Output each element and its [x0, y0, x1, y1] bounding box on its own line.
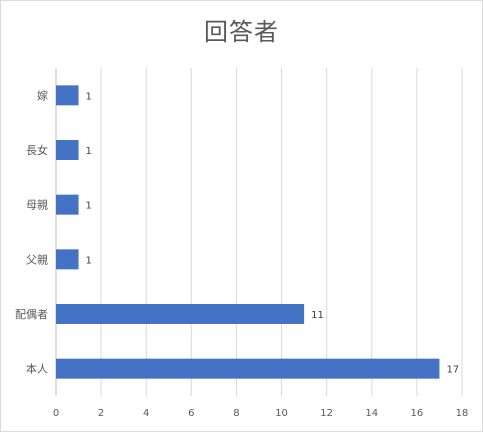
data-label: 1	[86, 201, 92, 212]
data-label: 1	[86, 91, 92, 102]
bar	[56, 194, 79, 215]
category-label: 長女	[26, 143, 48, 157]
labels: 0 2 4 6 8 10 12 14 16 18 嫁 1 長女 1 母親 1 父親 1 配偶者 11 本人 17	[15, 88, 468, 419]
category-label: 配偶者	[15, 308, 48, 321]
data-label: 1	[86, 146, 92, 157]
x-tick-label: 0	[53, 408, 59, 419]
bar	[56, 358, 440, 379]
bar	[56, 85, 79, 106]
category-label: 嫁	[37, 88, 48, 102]
data-label: 11	[311, 310, 324, 321]
x-tick-label: 6	[188, 408, 194, 419]
bar	[56, 304, 305, 324]
x-tick-label: 18	[456, 408, 469, 419]
bars	[56, 85, 440, 379]
x-tick-label: 12	[320, 408, 333, 419]
data-label: 17	[446, 365, 459, 376]
x-tick-label: 10	[275, 408, 288, 419]
x-tick-label: 2	[98, 408, 104, 419]
bar	[56, 249, 79, 270]
bar	[56, 140, 79, 160]
gridlines	[100, 68, 463, 396]
x-tick-label: 14	[365, 408, 378, 419]
category-label: 母親	[26, 199, 48, 212]
chart-title: 回答者	[204, 18, 279, 46]
data-label: 1	[86, 255, 92, 266]
x-tick-label: 4	[143, 408, 149, 419]
x-tick-label: 16	[411, 408, 424, 419]
category-label: 本人	[26, 362, 48, 376]
x-tick-label: 8	[233, 408, 239, 419]
category-label: 父親	[26, 253, 48, 266]
